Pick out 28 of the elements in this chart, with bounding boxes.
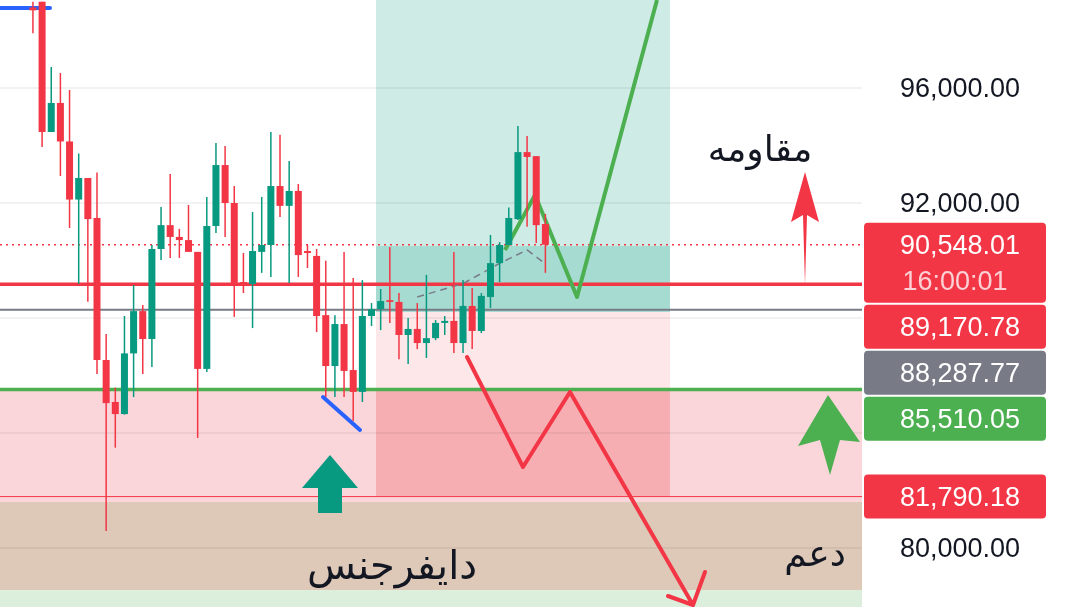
candlestick xyxy=(368,302,376,327)
candlestick xyxy=(413,302,421,350)
candlestick xyxy=(496,241,504,283)
annotation: دعم xyxy=(784,532,846,575)
candlestick xyxy=(258,196,266,274)
candlestick xyxy=(157,206,165,261)
candlestick xyxy=(432,319,440,341)
y-tick-label: 96,000.00 xyxy=(899,72,1021,103)
annotation: مقاومه xyxy=(707,127,813,170)
y-tick-label: 92,000.00 xyxy=(899,188,1021,218)
ref-line-label: 88,287.77 xyxy=(899,357,1021,388)
candlestick xyxy=(75,152,83,285)
ref-line-label: 81,790.18 xyxy=(899,481,1021,512)
y-tick-label: 80,000.00 xyxy=(899,533,1021,564)
annotation: دايفرجنس xyxy=(306,542,478,589)
text: 16:00:01 xyxy=(902,265,1008,296)
candlestick xyxy=(276,134,284,218)
ref-line-label: 89,170.78 xyxy=(899,311,1021,342)
candlestick xyxy=(441,315,449,336)
ref-line-label: 85,510.05 xyxy=(899,403,1021,434)
candlestick xyxy=(285,160,293,284)
candlestick xyxy=(29,0,37,35)
ref-line-label: 90,548.01 xyxy=(899,229,1021,260)
candlestick xyxy=(422,274,430,359)
candlestick xyxy=(523,135,531,228)
candlestick xyxy=(377,288,385,331)
candlestick xyxy=(111,386,119,449)
candlestick xyxy=(404,317,412,365)
